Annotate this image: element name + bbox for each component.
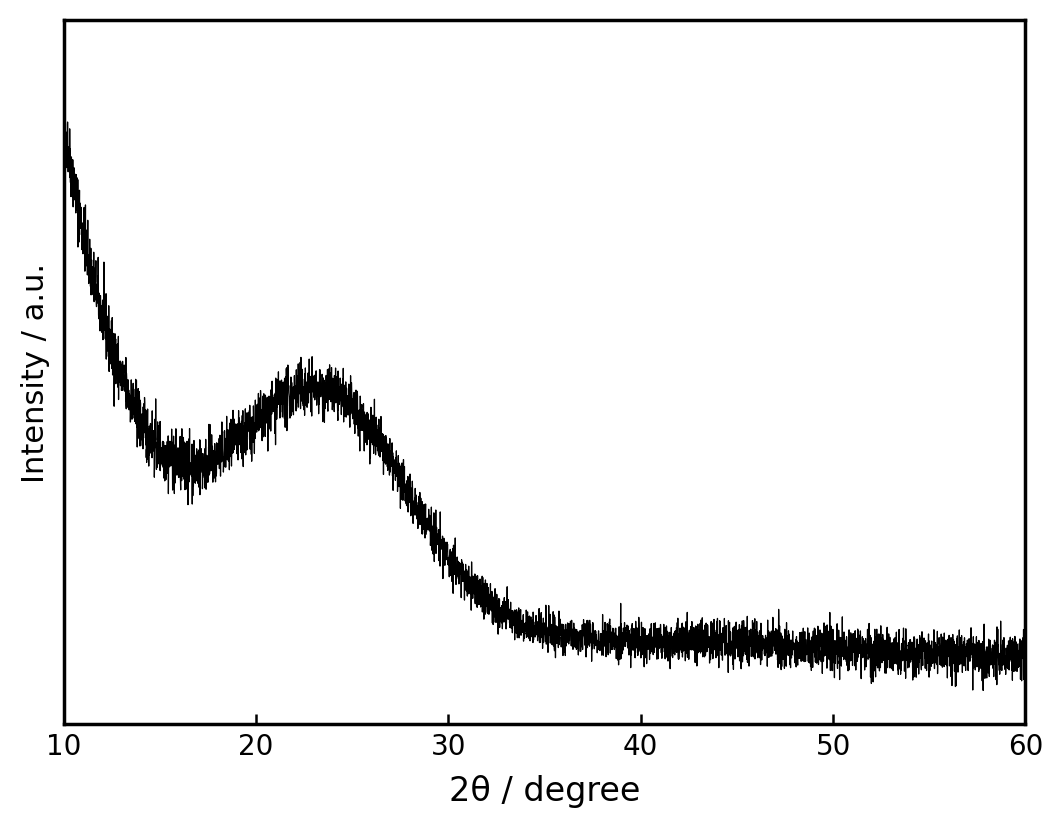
X-axis label: 2θ / degree: 2θ / degree — [449, 774, 641, 807]
Y-axis label: Intensity / a.u.: Intensity / a.u. — [21, 262, 50, 482]
